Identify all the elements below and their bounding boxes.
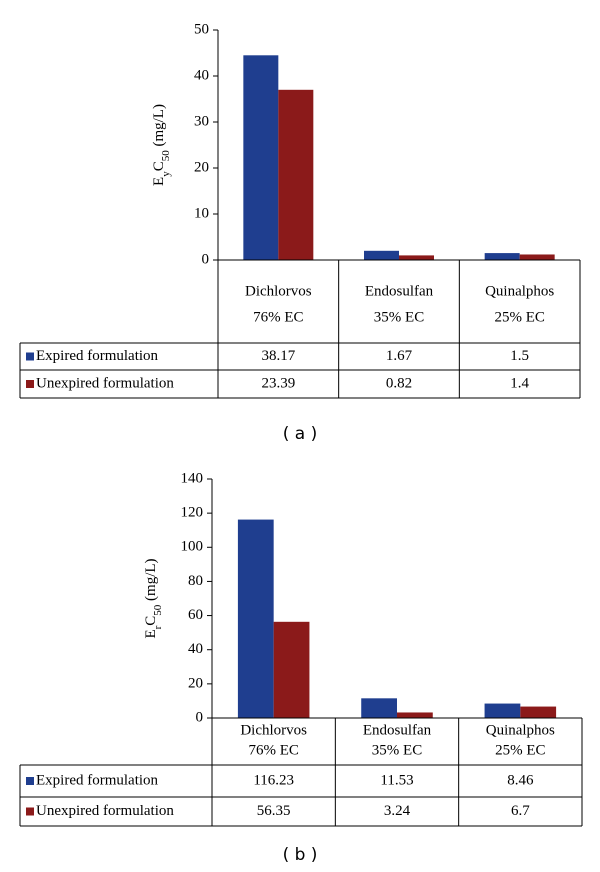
table-value: 23.39: [261, 375, 295, 391]
y-tick-label: 140: [181, 470, 204, 486]
y-axis-label: ErC50 (mg/L): [143, 558, 163, 638]
table-value: 56.35: [257, 803, 291, 819]
caption: ( a ): [283, 424, 318, 444]
category-label: Endosulfan: [365, 283, 434, 299]
category-label: 76% EC: [248, 742, 298, 758]
bar: [273, 621, 310, 718]
bar: [364, 250, 399, 260]
y-axis-label-part: r: [152, 625, 164, 629]
bar: [484, 253, 520, 260]
bar: [399, 255, 434, 260]
y-axis-label-part: 50: [160, 150, 172, 162]
y-tick-label: 60: [188, 607, 203, 623]
category-label: Dichlorvos: [240, 722, 307, 738]
y-axis-label-part: (mg/L): [151, 104, 167, 150]
table-value: 1.4: [510, 375, 529, 391]
y-tick-label: 100: [181, 539, 204, 555]
y-axis-label-part: E: [151, 177, 167, 186]
table-value: 1.5: [510, 348, 529, 364]
table-value: 11.53: [380, 772, 413, 788]
legend-label: Expired formulation: [36, 348, 159, 364]
y-tick-label: 40: [194, 67, 209, 83]
y-axis-label-part: 50: [152, 604, 164, 616]
table-value: 38.17: [261, 348, 295, 364]
category-label: 35% EC: [372, 742, 422, 758]
category-label: Quinalphos: [485, 283, 554, 299]
table-value: 8.46: [507, 772, 534, 788]
bar: [519, 254, 555, 260]
table-value: 6.7: [511, 803, 530, 819]
y-tick-label: 0: [196, 709, 204, 725]
y-tick-label: 80: [188, 573, 203, 589]
category-label: Dichlorvos: [245, 283, 312, 299]
y-axis-label-part: y: [160, 171, 172, 177]
table-value: 1.67: [386, 348, 413, 364]
bar: [484, 703, 521, 718]
y-axis-label: EyC50 (mg/L): [151, 104, 171, 186]
bar: [361, 698, 397, 718]
y-axis-label-part: C: [143, 616, 159, 626]
y-tick-label: 10: [194, 205, 209, 221]
table-value: 3.24: [384, 803, 411, 819]
table-value: 0.82: [386, 375, 412, 391]
legend-label: Expired formulation: [36, 772, 159, 788]
table-value: 116.23: [253, 772, 294, 788]
category-label: Quinalphos: [486, 722, 555, 738]
bar: [278, 89, 314, 260]
bar: [237, 519, 274, 718]
category-label: 76% EC: [253, 309, 303, 325]
bar: [243, 55, 279, 260]
category-label: 35% EC: [374, 309, 424, 325]
category-label: 25% EC: [494, 309, 544, 325]
caption: ( b ): [283, 845, 318, 865]
category-label: 25% EC: [495, 742, 545, 758]
category-label: Endosulfan: [363, 722, 432, 738]
y-axis-label-part: E: [143, 629, 159, 638]
legend-swatch: [26, 352, 34, 361]
y-tick-label: 120: [181, 505, 204, 521]
y-axis-label-part: C: [151, 161, 167, 171]
legend-swatch: [26, 807, 34, 816]
y-tick-label: 0: [202, 251, 210, 267]
legend-swatch: [26, 777, 34, 785]
y-tick-label: 20: [194, 159, 209, 175]
bar: [397, 712, 433, 718]
y-axis-label-part: (mg/L): [143, 558, 159, 604]
legend-label: Unexpired formulation: [36, 375, 174, 391]
legend-swatch: [26, 380, 34, 388]
legend-label: Unexpired formulation: [36, 803, 174, 819]
y-tick-label: 40: [188, 641, 203, 657]
y-tick-label: 20: [188, 675, 203, 691]
y-tick-label: 50: [194, 21, 209, 37]
y-tick-label: 30: [194, 113, 209, 129]
bar: [520, 706, 557, 718]
